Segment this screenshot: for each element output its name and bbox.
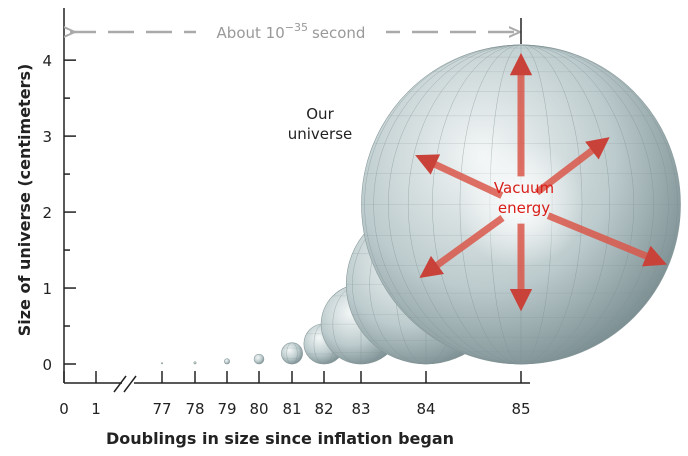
x-tick-label: 81 xyxy=(282,400,301,418)
annotation: Vacuum xyxy=(494,179,554,197)
meridian xyxy=(388,44,654,365)
time-exponent: −35 xyxy=(285,21,308,34)
meridian xyxy=(373,44,669,365)
time-unit: second xyxy=(312,24,366,42)
x-tick-label: 85 xyxy=(511,400,530,418)
glow xyxy=(457,140,585,269)
y-tick-label: 3 xyxy=(42,128,52,146)
annotation: Our xyxy=(306,105,334,123)
annotation: energy xyxy=(498,199,550,217)
meridian xyxy=(364,44,678,365)
x-tick-label: 77 xyxy=(152,400,171,418)
sphere xyxy=(281,342,303,365)
meridian xyxy=(388,44,654,365)
sphere xyxy=(193,361,197,365)
meridian xyxy=(364,44,678,365)
x-tick-label: 78 xyxy=(185,400,204,418)
meridian xyxy=(286,342,298,365)
meridian xyxy=(286,342,298,365)
energy-arrow xyxy=(546,212,667,267)
x-tick-label: 82 xyxy=(314,400,333,418)
annotation: universe xyxy=(288,125,353,143)
meridian xyxy=(432,44,610,365)
y-tick-label: 4 xyxy=(42,52,52,70)
x-tick-label: 80 xyxy=(249,400,268,418)
x-tick-label: 1 xyxy=(91,400,101,418)
axis-break xyxy=(113,375,137,393)
sphere xyxy=(253,353,265,365)
energy-arrow xyxy=(534,137,610,196)
meridian xyxy=(373,44,669,365)
label-bg xyxy=(196,20,386,44)
y-tick-label: 0 xyxy=(42,356,52,374)
y-tick-label: 1 xyxy=(42,280,52,298)
x-tick-label: 79 xyxy=(217,400,236,418)
energy-arrow xyxy=(415,154,504,199)
time-annotation: About 10−35 second xyxy=(217,21,366,42)
x-tick-label: 83 xyxy=(351,400,370,418)
y-tick-label: 2 xyxy=(42,204,52,222)
energy-arrow xyxy=(419,215,505,279)
x-tick-label: 0 xyxy=(59,400,69,418)
x-axis-title: Doublings in size since inflation began xyxy=(106,429,454,448)
x-tick-label: 84 xyxy=(416,400,435,418)
meridian xyxy=(407,44,635,365)
sphere xyxy=(224,358,230,365)
time-text: About 10 xyxy=(217,24,285,42)
y-axis-title: Size of universe (centimeters) xyxy=(15,64,34,337)
meridian xyxy=(407,44,635,365)
sphere xyxy=(160,362,164,365)
meridian xyxy=(432,44,610,365)
